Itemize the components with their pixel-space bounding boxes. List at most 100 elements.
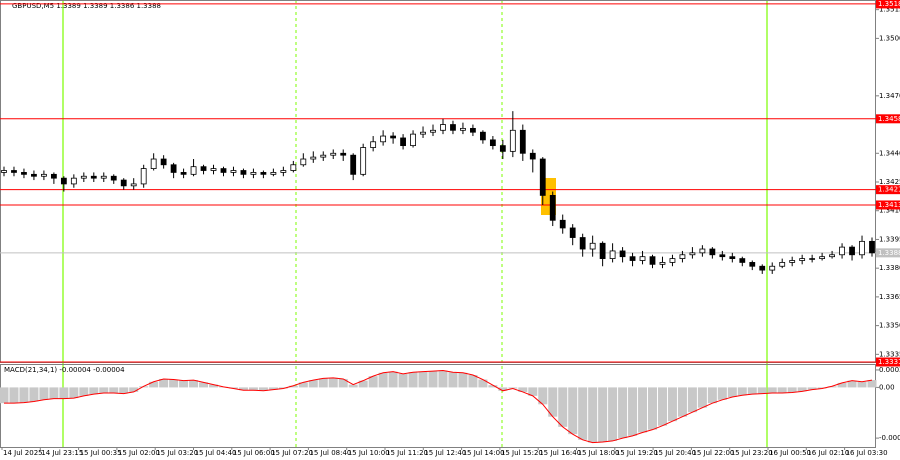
- candle-body: [549, 195, 556, 221]
- candle-body: [819, 256, 826, 259]
- candle-body: [1, 170, 7, 173]
- candle-body: [21, 172, 27, 175]
- candle-body: [440, 124, 446, 131]
- macd-bar: [478, 379, 488, 388]
- candle-body: [470, 127, 476, 133]
- candle-body: [230, 170, 237, 173]
- macd-bar: [408, 372, 418, 388]
- candle-body: [390, 135, 397, 139]
- macd-bar: [318, 378, 328, 388]
- y-tick-label: -0.0009: [879, 434, 900, 442]
- macd-bar: [518, 387, 528, 392]
- macd-bar: [767, 387, 777, 394]
- candle-body: [80, 175, 87, 179]
- x-tick-label: 14 Jul 2025: [3, 449, 43, 457]
- x-tick-label: 15 Jul 06:00: [233, 449, 275, 457]
- macd-bar: [288, 385, 298, 388]
- macd-bar: [378, 372, 388, 388]
- candle-body: [210, 168, 217, 171]
- x-tick-label: 16 Jul 00:50: [769, 449, 811, 457]
- candle-body: [779, 262, 786, 267]
- candle-body: [320, 154, 327, 158]
- candle-body: [310, 156, 317, 160]
- macd-bar: [707, 387, 717, 404]
- macd-bar: [777, 387, 787, 394]
- x-tick-label: 15 Jul 02:00: [118, 449, 160, 457]
- macd-bar: [757, 387, 767, 394]
- macd-bar: [488, 385, 498, 388]
- x-tick-label: 15 Jul 11:20: [386, 449, 428, 457]
- candle-body: [639, 256, 646, 261]
- candle-body: [50, 173, 57, 179]
- candle-body: [200, 166, 207, 171]
- candle-body: [460, 127, 466, 131]
- macd-bar: [458, 372, 468, 388]
- candle-body: [509, 129, 516, 152]
- level-label-bg: [876, 0, 900, 9]
- candle-body: [370, 141, 377, 148]
- macd-bar: [79, 387, 89, 396]
- x-tick-label: 15 Jul 22:00: [692, 449, 734, 457]
- candle-body: [360, 147, 367, 175]
- macd-bar: [59, 387, 69, 399]
- macd-bar: [308, 380, 318, 388]
- macd-bar: [159, 378, 169, 388]
- macd-bar: [538, 387, 548, 405]
- candle-body: [110, 175, 117, 181]
- y-tick-label: 0.00031: [879, 366, 900, 374]
- x-tick-label: 15 Jul 08:40: [309, 449, 351, 457]
- candle-body: [41, 173, 47, 177]
- macd-bar: [169, 379, 179, 388]
- macd-bar: [278, 387, 288, 389]
- macd-bar: [608, 387, 618, 441]
- candle-body: [350, 154, 357, 175]
- candle-body: [100, 175, 107, 179]
- x-tick-label: 15 Jul 14:00: [463, 449, 505, 457]
- macd-bar: [747, 387, 757, 395]
- y-tick-label: 1.3335: [879, 350, 900, 358]
- candle-body: [699, 248, 706, 254]
- candle-body: [140, 168, 147, 185]
- candle-body: [180, 172, 187, 175]
- candle-body: [450, 124, 456, 131]
- macd-bar: [0, 387, 9, 404]
- macd-bar: [418, 371, 428, 388]
- macd-panel: [0, 364, 876, 448]
- macd-bar: [99, 387, 109, 394]
- x-tick-label: 15 Jul 16:40: [539, 449, 581, 457]
- candle-body: [270, 172, 277, 175]
- candle-body: [659, 262, 666, 265]
- macd-bar: [598, 387, 608, 443]
- level-label: 1.3413: [878, 201, 900, 209]
- macd-bar: [697, 387, 707, 408]
- macd-bar: [338, 378, 348, 388]
- macd-bar: [438, 370, 448, 388]
- macd-bar: [558, 387, 568, 427]
- candle-body: [789, 260, 796, 263]
- candle-body: [839, 246, 845, 256]
- macd-bar: [248, 387, 258, 391]
- candle-body: [649, 256, 656, 265]
- candle-body: [869, 240, 875, 254]
- x-tick-label: 15 Jul 20:40: [654, 449, 696, 457]
- candle-body: [749, 262, 756, 267]
- candle-body: [669, 258, 676, 263]
- candle-body: [479, 131, 486, 141]
- candle-body: [160, 158, 167, 166]
- x-tick-label: 16 Jul 03:30: [846, 449, 888, 457]
- macd-bar: [737, 387, 747, 396]
- macd-bar: [29, 387, 39, 402]
- macd-bar: [498, 387, 508, 391]
- x-tick-label: 16 Jul 02:10: [807, 449, 849, 457]
- candle-body: [569, 227, 576, 238]
- macd-bar: [578, 387, 588, 440]
- x-tick-label: 14 Jul 23:15: [41, 449, 83, 457]
- candle-body: [859, 240, 865, 256]
- macd-bar: [727, 387, 737, 397]
- candle-body: [260, 172, 267, 175]
- macd-bar: [657, 387, 667, 426]
- macd-bar: [448, 372, 458, 388]
- candle-body: [599, 242, 606, 259]
